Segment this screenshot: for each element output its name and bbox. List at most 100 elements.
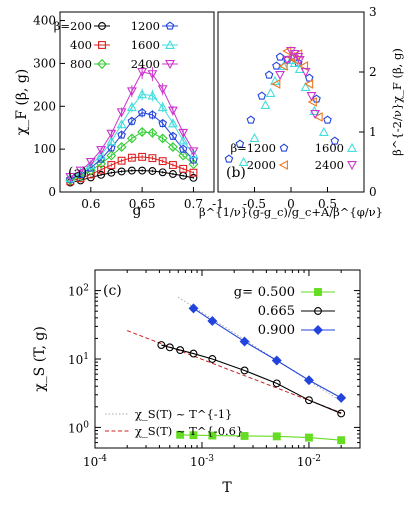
- panel-c-series-0-500-point: [337, 436, 346, 445]
- panel-c-guide-legend-label: χ_S(T) ~ T^{-1}: [135, 407, 232, 421]
- panel-a-series-2400-point: [188, 147, 199, 157]
- panel-a-ylabel: χ_F (β, g): [14, 69, 30, 136]
- panel-a-series-200-point: [117, 167, 126, 176]
- panel-a-series-200-point: [148, 167, 157, 175]
- panel-a-series-400-point: [138, 152, 147, 161]
- panel-a-series-800-point: [167, 142, 178, 152]
- panel-c-label: (c): [103, 283, 122, 299]
- panel-a-series-1200-point: [178, 144, 188, 153]
- panel-b-ytick-label: 2: [369, 65, 377, 79]
- panel-a-ytick-label: 0: [48, 185, 56, 199]
- panel-a-series-2400-point: [85, 158, 96, 168]
- panel-c-series-0-665-point: [157, 341, 166, 349]
- panel-a-series-2400-point: [116, 108, 127, 118]
- panel-a-series-800-point: [116, 142, 127, 152]
- panel-b-series-2400-point: [289, 50, 300, 60]
- panel-c-legend-marker: [314, 307, 322, 315]
- panel-a-series-1600-point: [137, 89, 148, 99]
- panel-a-series-2400-point: [168, 106, 178, 116]
- panel-c-legend-marker: [313, 325, 323, 335]
- panel-a-series-2400-point: [157, 85, 168, 95]
- panel-b-series-1600-point: [270, 75, 280, 85]
- panel-a-series-400-point: [168, 161, 177, 169]
- panel-b-series-1600-point: [238, 156, 249, 166]
- panel-c-series-0-900-point: [207, 315, 218, 326]
- panel-b-legend-marker: [347, 142, 357, 152]
- panel-b-series-1600-point: [249, 132, 260, 142]
- panel-b-series-1600-point: [278, 60, 289, 70]
- panel-c: 10-4 10-3 10-2 100 101 102 g= 0.500 0.665 0.900 χ…: [32, 269, 361, 496]
- panel-b-series-1200-point: [272, 61, 281, 70]
- panel-a-series-2400-point: [96, 146, 106, 156]
- panel-a-series-1600-point: [75, 167, 86, 177]
- panel-a-series-800-point: [96, 158, 107, 169]
- panel-c-series-0-665-line: [161, 344, 342, 414]
- panel-c-legend-marker: [314, 288, 322, 296]
- panel-a-series-400-point: [158, 157, 167, 166]
- panel-a-legend-marker: [165, 21, 175, 30]
- panel-c-series-0-500-point: [176, 430, 185, 439]
- panel-a-series-400-point: [97, 165, 106, 174]
- panel-a-series-2400-point: [147, 70, 158, 80]
- panel-c-series-0-900-point: [336, 392, 347, 403]
- panel-a-series-200-point: [168, 170, 177, 178]
- panel-b-xtick-label: 0.5: [318, 197, 337, 211]
- panel-a-legend-marker: [97, 59, 107, 69]
- panel-c-xtick-label: 10-4: [83, 454, 107, 469]
- panel-a-series-2400-point: [106, 129, 117, 139]
- panel-a-series-1600-point: [126, 101, 137, 112]
- panel-a-series-1600-point: [116, 119, 127, 129]
- panel-a-series-400-point: [179, 164, 188, 173]
- panel-c-ytick-label: 101: [68, 352, 89, 367]
- panel-c-series-0-900-point: [303, 375, 314, 386]
- panel-a-series-1200-point: [168, 131, 178, 140]
- panel-a-series-2400-point: [126, 87, 137, 97]
- panel-a-ytick-label: 400: [33, 14, 56, 28]
- panel-c-xlabel: T: [222, 480, 232, 496]
- panel-a-legend-marker: [165, 60, 175, 70]
- panel-b-legend-marker: [278, 160, 288, 170]
- panel-b-xtick-label: -0.5: [243, 197, 266, 211]
- panel-b-series-1200-point: [323, 115, 332, 124]
- panel-b-series-1600-point: [260, 99, 271, 109]
- panel-a-series-800-point: [126, 133, 137, 144]
- panel-a-series-200-point: [97, 170, 106, 179]
- panel-a-series-800-point: [106, 150, 117, 161]
- panel-c-series-0-900-line: [193, 307, 342, 399]
- panel-a-series-800-point: [147, 127, 158, 138]
- panel-a-series-2400-point: [65, 173, 76, 183]
- panel-a-legend-marker: [98, 22, 106, 30]
- panel-c-series-0-500-point: [272, 432, 281, 441]
- panel-a-series-400-point: [189, 168, 198, 177]
- panel-a-series-1600-point: [178, 135, 189, 145]
- panel-c-series-0-500-point: [189, 431, 198, 440]
- panel-c-ytick-label: 102: [68, 284, 89, 299]
- panel-a-label: (a): [68, 165, 87, 181]
- panel-b-ylabel: β^{-2/ν}χ_F (β, g): [390, 48, 404, 156]
- panel-a-xtick-label: 0.7: [184, 197, 203, 211]
- panel-b-legend-marker: [347, 161, 357, 171]
- panel-a-series-200-point: [158, 168, 167, 177]
- panel-c-series-0-665-point: [208, 355, 217, 363]
- panel-b-ytick-label: 1: [369, 125, 377, 139]
- panel-b-series-2000-point: [304, 79, 314, 89]
- panel-b-series-1600-point: [300, 81, 311, 91]
- panel-a-ytick-label: 300: [33, 56, 56, 70]
- panel-b-xtick-label: -1: [212, 197, 224, 211]
- panel-c-series-0-500-point: [305, 433, 313, 442]
- panel-a-legend-marker: [98, 41, 106, 49]
- panel-a-series-1200-point: [137, 108, 147, 117]
- panel-a-series-200-point: [189, 173, 198, 182]
- panel-a-series-1600-point: [147, 90, 158, 100]
- panel-b-series-2400-point: [310, 110, 321, 120]
- panel-a-legend-label: 400: [70, 38, 92, 52]
- panel-a-series-400-point: [127, 153, 136, 162]
- panel-c-legend-label: 0.900: [258, 323, 295, 338]
- panel-b-series-1200-point: [304, 73, 314, 82]
- panel-c-guide-legend-label: χ_S(T) ~ T^{-0.6}: [135, 424, 243, 438]
- panel-a-series-200-point: [127, 166, 136, 175]
- panel-c-series-0-665-point: [176, 346, 185, 355]
- panel-b-series-1600-point: [318, 126, 329, 136]
